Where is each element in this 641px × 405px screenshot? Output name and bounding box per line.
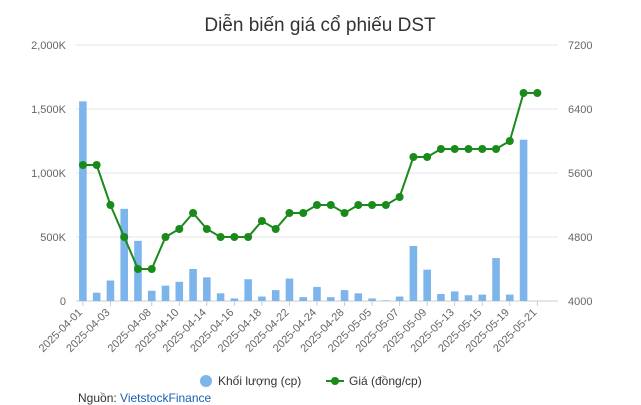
price-point[interactable] bbox=[340, 209, 349, 217]
legend-volume-swatch bbox=[200, 375, 212, 387]
volume-bar[interactable] bbox=[313, 286, 321, 301]
volume-bar[interactable] bbox=[203, 277, 211, 301]
y-axis-right: 4000 4800 5600 6400 7200 bbox=[568, 40, 592, 308]
y-right-tick-label: 6400 bbox=[568, 104, 592, 116]
price-point[interactable] bbox=[409, 153, 418, 161]
volume-bar[interactable] bbox=[340, 290, 349, 301]
volume-bar[interactable] bbox=[285, 278, 294, 301]
legend-volume-label: Khối lượng (cp) bbox=[218, 374, 301, 388]
y-axis-left: 0 500K 1,000K 1,500K 2,000K bbox=[31, 40, 67, 308]
price-point[interactable] bbox=[271, 225, 280, 233]
price-point[interactable] bbox=[519, 89, 528, 97]
y-left-tick-label: 500K bbox=[40, 232, 66, 244]
volume-bar[interactable] bbox=[147, 290, 156, 301]
source-note: Nguồn: VietstockFinance bbox=[78, 391, 211, 405]
x-axis: 2025-04-012025-04-032025-04-082025-04-10… bbox=[37, 301, 539, 355]
price-point[interactable] bbox=[175, 225, 184, 233]
price-point[interactable] bbox=[92, 161, 101, 169]
price-point[interactable] bbox=[189, 209, 198, 217]
price-point[interactable] bbox=[78, 161, 87, 169]
volume-bar[interactable] bbox=[464, 295, 473, 301]
price-point[interactable] bbox=[161, 233, 170, 241]
price-point[interactable] bbox=[230, 233, 239, 241]
volume-bar[interactable] bbox=[395, 296, 404, 301]
volume-bar[interactable] bbox=[92, 292, 101, 301]
price-point[interactable] bbox=[244, 233, 253, 241]
volume-bar[interactable] bbox=[409, 245, 418, 301]
grid-lines bbox=[76, 44, 558, 302]
price-point[interactable] bbox=[216, 233, 225, 241]
price-point[interactable] bbox=[147, 265, 156, 273]
price-point[interactable] bbox=[450, 145, 459, 153]
source-label: Nguồn: bbox=[78, 391, 121, 405]
y-left-tick-label: 1,500K bbox=[31, 104, 67, 116]
price-line bbox=[78, 89, 542, 273]
source-link[interactable]: VietstockFinance bbox=[120, 391, 212, 405]
y-right-tick-label: 7200 bbox=[568, 40, 592, 52]
price-point[interactable] bbox=[354, 201, 363, 209]
price-point[interactable] bbox=[478, 145, 487, 153]
volume-bar[interactable] bbox=[189, 269, 197, 301]
volume-bar[interactable] bbox=[79, 101, 87, 301]
legend-price-label: Giá (đồng/cp) bbox=[349, 374, 422, 388]
volume-bar[interactable] bbox=[423, 269, 431, 301]
volume-bar[interactable] bbox=[492, 258, 500, 301]
legend-price-swatch-dot bbox=[331, 377, 339, 385]
volume-bar[interactable] bbox=[230, 298, 239, 301]
price-point[interactable] bbox=[133, 265, 142, 273]
volume-bar[interactable] bbox=[326, 297, 335, 301]
price-point[interactable] bbox=[436, 145, 445, 153]
y-right-tick-label: 5600 bbox=[568, 168, 592, 180]
price-point[interactable] bbox=[106, 201, 115, 209]
chart-title: Diễn biến giá cổ phiếu DST bbox=[204, 14, 436, 36]
price-point[interactable] bbox=[395, 193, 404, 201]
price-line-path bbox=[82, 92, 538, 270]
volume-bar[interactable] bbox=[271, 290, 280, 301]
volume-bar[interactable] bbox=[382, 300, 390, 301]
price-point[interactable] bbox=[492, 145, 501, 153]
price-point[interactable] bbox=[381, 201, 390, 209]
volume-bars bbox=[79, 101, 528, 301]
price-point[interactable] bbox=[533, 89, 542, 97]
volume-bar[interactable] bbox=[216, 293, 225, 301]
y-right-tick-label: 4800 bbox=[568, 232, 592, 244]
volume-bar[interactable] bbox=[299, 297, 308, 301]
price-point[interactable] bbox=[120, 233, 129, 241]
volume-bar[interactable] bbox=[175, 281, 184, 301]
volume-bar[interactable] bbox=[354, 293, 363, 301]
price-point[interactable] bbox=[423, 153, 432, 161]
price-point[interactable] bbox=[313, 201, 321, 209]
price-point[interactable] bbox=[202, 225, 211, 233]
volume-bar[interactable] bbox=[437, 293, 445, 301]
y-left-tick-label: 2,000K bbox=[31, 40, 67, 52]
price-point[interactable] bbox=[505, 137, 514, 145]
legend-item-volume[interactable]: Khối lượng (cp) bbox=[200, 374, 301, 388]
legend-item-price[interactable]: Giá (đồng/cp) bbox=[326, 374, 422, 388]
volume-bar[interactable] bbox=[120, 208, 128, 301]
volume-bar[interactable] bbox=[258, 296, 266, 301]
price-point[interactable] bbox=[368, 201, 377, 209]
y-right-tick-label: 4000 bbox=[568, 296, 592, 308]
price-point[interactable] bbox=[464, 145, 473, 153]
price-point[interactable] bbox=[299, 209, 308, 217]
volume-bar[interactable] bbox=[368, 298, 376, 301]
volume-bar[interactable] bbox=[106, 280, 115, 301]
price-point[interactable] bbox=[285, 209, 294, 217]
legend[interactable]: Khối lượng (cp) Giá (đồng/cp) bbox=[200, 374, 422, 388]
y-left-tick-label: 0 bbox=[60, 296, 66, 308]
volume-bar[interactable] bbox=[506, 294, 514, 301]
price-point[interactable] bbox=[257, 217, 266, 225]
y-left-tick-label: 1,000K bbox=[31, 168, 67, 180]
volume-bar[interactable] bbox=[450, 291, 459, 301]
volume-bar[interactable] bbox=[161, 285, 170, 301]
volume-bar[interactable] bbox=[244, 279, 252, 301]
volume-bar[interactable] bbox=[519, 139, 528, 301]
volume-bar[interactable] bbox=[478, 294, 487, 301]
price-point[interactable] bbox=[326, 201, 335, 209]
